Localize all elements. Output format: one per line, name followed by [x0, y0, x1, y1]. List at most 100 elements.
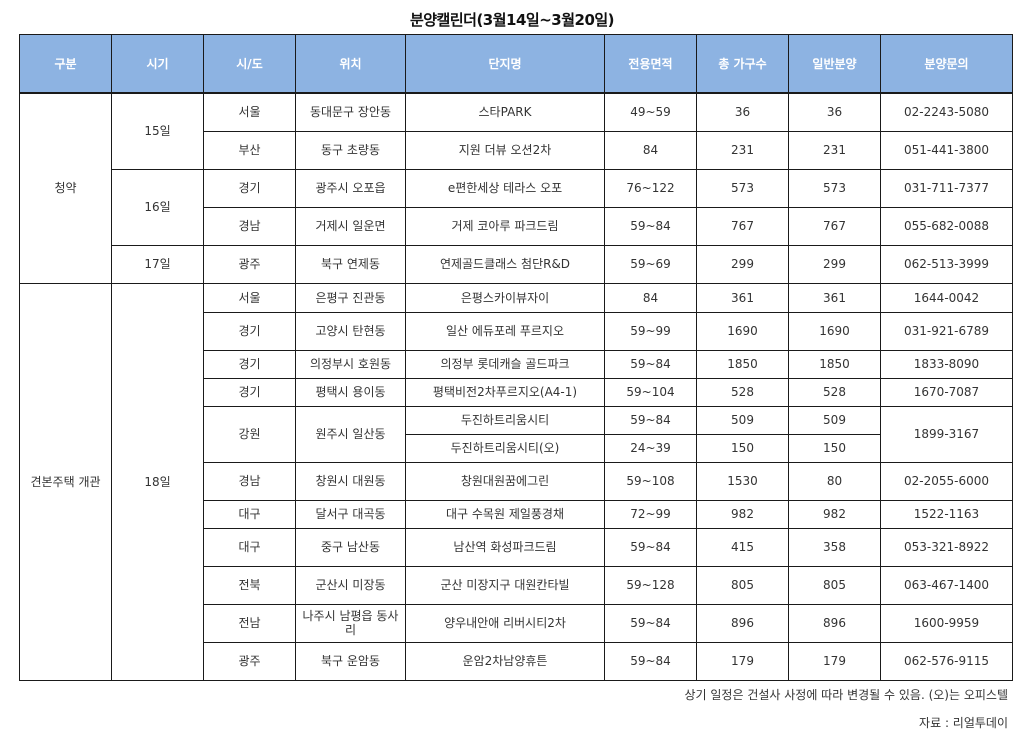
table-row: 17일 광주 북구 연제동 연제골드클래스 첨단R&D 59~69 299 29…	[20, 244, 1013, 284]
total-cell: 299	[696, 244, 789, 284]
general-cell: 150	[788, 433, 881, 463]
region-cell: 강원	[203, 405, 296, 463]
table-row: 16일 경기 광주시 오포읍 e편한세상 테라스 오포 76~122 573 5…	[20, 168, 1013, 246]
area-cell: 59~128	[604, 565, 697, 605]
header-region: 시/도	[203, 34, 296, 94]
area-cell: 59~104	[604, 377, 697, 407]
complex-cell: 연제골드클래스 첨단R&D	[405, 244, 605, 284]
date-cell: 15일	[111, 92, 204, 170]
contact-cell: 031-711-7377	[880, 168, 1013, 208]
category-cell: 청약	[19, 92, 112, 284]
total-cell: 1850	[696, 349, 789, 379]
category-cell: 견본주택 개관	[19, 282, 112, 681]
header-row: 구분 시기 시/도 위치 단지명 전용면적 총 가구수 일반분양 분양문의	[19, 34, 1013, 94]
total-cell: 1690	[696, 311, 789, 351]
page-title: 분양캘린더(3월14일~3월20일)	[409, 11, 615, 29]
contact-cell: 02-2055-6000	[880, 461, 1013, 501]
contact-cell: 031-921-6789	[880, 311, 1013, 351]
complex-cell: 지원 더뷰 오션2차	[405, 130, 605, 170]
table-row: 대구 달서구 대곡동 대구 수목원 제일풍경채 72~99 982 982 15…	[20, 499, 1013, 529]
complex-cell: 남산역 화성파크드림	[405, 527, 605, 567]
general-cell: 299	[788, 244, 881, 284]
region-cell: 경기	[203, 377, 296, 407]
location-cell: 동대문구 장안동	[295, 92, 406, 132]
location-cell: 나주시 남평읍 동사리	[295, 603, 406, 643]
location-cell: 고양시 탄현동	[295, 311, 406, 351]
contact-cell: 062-576-9115	[880, 641, 1013, 681]
table-row: 경남 거제시 일운면 거제 코아루 파크드림 59~84 767 767 055…	[20, 206, 1013, 246]
region-cell: 광주	[203, 244, 296, 284]
header-category: 구분	[19, 34, 112, 94]
total-cell: 36	[696, 92, 789, 132]
location-cell: 평택시 용이동	[295, 377, 406, 407]
area-cell: 59~69	[604, 244, 697, 284]
region-cell: 경기	[203, 311, 296, 351]
total-cell: 982	[696, 499, 789, 529]
contact-cell: 1600-9959	[880, 603, 1013, 643]
footnote: 상기 일정은 건설사 사정에 따라 변경될 수 있음. (오)는 오피스텔	[684, 688, 1008, 702]
complex-cell: 스타PARK	[405, 92, 605, 132]
general-cell: 805	[788, 565, 881, 605]
total-cell: 179	[696, 641, 789, 681]
general-cell: 982	[788, 499, 881, 529]
table-row: 두진하트리움시티(오) 24~39 150 150	[20, 433, 1013, 463]
general-cell: 1690	[788, 311, 881, 351]
general-cell: 179	[788, 641, 881, 681]
general-cell: 36	[788, 92, 881, 132]
table-row: 청약 15일 서울 동대문구 장안동 스타PARK 49~59 36 36 02…	[19, 92, 1013, 284]
header-date: 시기	[111, 34, 204, 94]
general-cell: 231	[788, 130, 881, 170]
total-cell: 509	[696, 405, 789, 435]
region-cell: 경기	[203, 349, 296, 379]
total-cell: 805	[696, 565, 789, 605]
contact-cell: 02-2243-5080	[880, 92, 1013, 132]
total-cell: 767	[696, 206, 789, 246]
contact-cell: 1644-0042	[880, 282, 1013, 313]
date-cell: 18일	[111, 282, 204, 681]
location-cell: 북구 연제동	[295, 244, 406, 284]
header-general-units: 일반분양	[788, 34, 881, 94]
region-cell: 경남	[203, 461, 296, 501]
total-cell: 150	[696, 433, 789, 463]
area-cell: 24~39	[604, 433, 697, 463]
location-cell: 광주시 오포읍	[295, 168, 406, 208]
contact-cell: 063-467-1400	[880, 565, 1013, 605]
location-cell: 거제시 일운면	[295, 206, 406, 246]
complex-cell: 일산 에듀포레 푸르지오	[405, 311, 605, 351]
date-cell: 16일	[111, 168, 204, 246]
total-cell: 528	[696, 377, 789, 407]
area-cell: 59~84	[604, 603, 697, 643]
region-cell: 부산	[203, 130, 296, 170]
table-row: 경기 고양시 탄현동 일산 에듀포레 푸르지오 59~99 1690 1690 …	[20, 311, 1013, 351]
total-cell: 896	[696, 603, 789, 643]
table-row: 견본주택 개관 18일 서울 은평구 진관동 은평스카이뷰자이 84 361 3…	[19, 282, 1013, 681]
general-cell: 528	[788, 377, 881, 407]
area-cell: 49~59	[604, 92, 697, 132]
total-cell: 361	[696, 282, 789, 313]
location-cell: 의정부시 호원동	[295, 349, 406, 379]
area-cell: 72~99	[604, 499, 697, 529]
complex-cell: 평택비전2차푸르지오(A4-1)	[405, 377, 605, 407]
contact-cell: 1899-3167	[880, 405, 1013, 463]
general-cell: 767	[788, 206, 881, 246]
contact-cell: 053-321-8922	[880, 527, 1013, 567]
contact-cell: 1833-8090	[880, 349, 1013, 379]
table-row: 광주 북구 운암동 운암2차남양휴튼 59~84 179 179 062-576…	[20, 641, 1013, 681]
region-cell: 서울	[203, 282, 296, 313]
region-cell: 전북	[203, 565, 296, 605]
table-row: 강원 원주시 일산동 두진하트리움시티 59~84 509 509 1899-3…	[20, 405, 1013, 463]
table-row: 경남 창원시 대원동 창원대원꿈에그린 59~108 1530 80 02-20…	[20, 461, 1013, 501]
location-cell: 군산시 미장동	[295, 565, 406, 605]
contact-cell: 1522-1163	[880, 499, 1013, 529]
complex-cell: 은평스카이뷰자이	[405, 282, 605, 313]
area-cell: 59~84	[604, 641, 697, 681]
general-cell: 80	[788, 461, 881, 501]
location-cell: 북구 운암동	[295, 641, 406, 681]
contact-cell: 051-441-3800	[880, 130, 1013, 170]
location-cell: 창원시 대원동	[295, 461, 406, 501]
general-cell: 358	[788, 527, 881, 567]
complex-cell: 의정부 롯데캐슬 골드파크	[405, 349, 605, 379]
area-cell: 59~99	[604, 311, 697, 351]
area-cell: 59~84	[604, 349, 697, 379]
location-cell: 원주시 일산동	[295, 405, 406, 463]
